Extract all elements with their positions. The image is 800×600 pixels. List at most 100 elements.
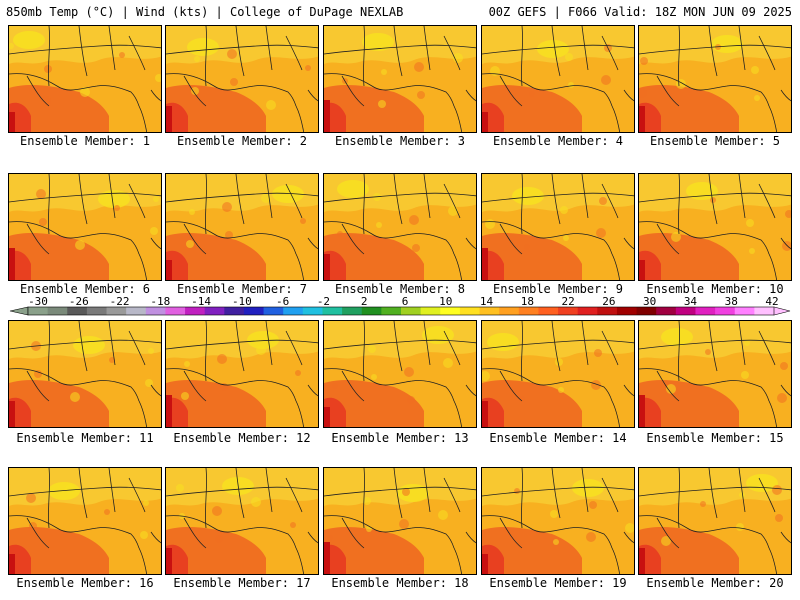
colorbar-segment <box>302 307 323 315</box>
ensemble-member-label: Ensemble Member: 7 <box>176 282 308 296</box>
colorbar-tick-label: 34 <box>684 296 698 308</box>
ensemble-map-17 <box>165 467 319 575</box>
header-valid-time: 00Z GEFS | F066 Valid: 18Z MON JUN 09 20… <box>488 5 792 19</box>
colorbar-segment <box>734 307 755 315</box>
colorbar-tick-label: 26 <box>602 296 615 308</box>
colorbar-tick-label: 2 <box>361 296 368 308</box>
ensemble-map-1 <box>8 25 162 133</box>
ensemble-map-9 <box>481 173 635 281</box>
ensemble-map-2 <box>165 25 319 133</box>
ensemble-map-20 <box>638 467 792 575</box>
ensemble-member-label: Ensemble Member: 6 <box>19 282 151 296</box>
colorbar-segment <box>636 307 657 315</box>
ensemble-member-label: Ensemble Member: 10 <box>646 282 784 296</box>
ensemble-map-6 <box>8 173 162 281</box>
ensemble-map-4 <box>481 25 635 133</box>
colorbar-segment <box>263 307 284 315</box>
colorbar-segment <box>283 307 304 315</box>
colorbar-segment <box>145 307 166 315</box>
colorbar-tick-label: -14 <box>191 296 211 308</box>
colorbar-segment <box>558 307 579 315</box>
ensemble-map-11 <box>8 320 162 428</box>
colorbar-segment <box>675 307 696 315</box>
colorbar-segment <box>322 307 343 315</box>
colorbar-tick-label: 18 <box>521 296 534 308</box>
colorbar-segment <box>28 307 49 315</box>
colorbar-segment <box>695 307 716 315</box>
colorbar-tick-label: -2 <box>317 296 330 308</box>
ensemble-member-label: Ensemble Member: 17 <box>173 576 311 590</box>
ensemble-member-label: Ensemble Member: 4 <box>492 134 624 148</box>
ensemble-member-label: Ensemble Member: 5 <box>649 134 781 148</box>
colorbar-tick-label: -18 <box>150 296 170 308</box>
colorbar-segment <box>67 307 88 315</box>
ensemble-member-label: Ensemble Member: 12 <box>173 431 311 445</box>
colorbar-segment <box>86 307 108 315</box>
colorbar-tick-label: 10 <box>439 296 452 308</box>
ensemble-map-16 <box>8 467 162 575</box>
colorbar-tick-label: 30 <box>643 296 656 308</box>
ensemble-member-label: Ensemble Member: 18 <box>331 576 469 590</box>
colorbar-segment <box>204 307 225 315</box>
colorbar-tick-label: -30 <box>28 296 48 308</box>
colorbar-segment <box>538 307 559 315</box>
colorbar-tick-label: -6 <box>276 296 289 308</box>
colorbar-segment <box>47 307 68 315</box>
ensemble-map-10 <box>638 173 792 281</box>
colorbar-segment <box>616 307 638 315</box>
ensemble-map-3 <box>323 25 477 133</box>
colorbar-segment <box>518 307 539 315</box>
ensemble-member-label: Ensemble Member: 19 <box>489 576 627 590</box>
ensemble-member-label: Ensemble Member: 15 <box>646 431 784 445</box>
ensemble-member-label: Ensemble Member: 20 <box>646 576 784 590</box>
colorbar-tick-label: 22 <box>561 296 574 308</box>
colorbar-tick-label: -22 <box>110 296 130 308</box>
colorbar-segment <box>165 307 186 315</box>
ensemble-member-label: Ensemble Member: 3 <box>334 134 466 148</box>
colorbar-segment <box>224 307 245 315</box>
ensemble-map-18 <box>323 467 477 575</box>
ensemble-map-19 <box>481 467 635 575</box>
colorbar-segment <box>499 307 520 315</box>
colorbar-segment <box>479 307 500 315</box>
colorbar-tick-label: 14 <box>480 296 494 308</box>
colorbar-segment <box>361 307 382 315</box>
colorbar-segment <box>106 307 127 315</box>
colorbar-segment <box>185 307 206 315</box>
colorbar-segment <box>440 307 461 315</box>
ensemble-member-label: Ensemble Member: 8 <box>334 282 466 296</box>
colorbar-tick-label: 6 <box>402 296 409 308</box>
ensemble-member-label: Ensemble Member: 14 <box>489 431 627 445</box>
ensemble-member-label: Ensemble Member: 9 <box>492 282 624 296</box>
ensemble-map-13 <box>323 320 477 428</box>
ensemble-map-5 <box>638 25 792 133</box>
temperature-colorbar: -30 -26 -22 -18 -14 -10 -6 -2 2 6 10 14 18 22 26 30 34 38… <box>9 296 791 316</box>
colorbar-segment <box>656 307 677 315</box>
colorbar-segment <box>459 307 481 315</box>
colorbar-segment <box>243 307 265 315</box>
ensemble-member-label: Ensemble Member: 13 <box>331 431 469 445</box>
colorbar-segment <box>401 307 422 315</box>
ensemble-member-label: Ensemble Member: 11 <box>16 431 154 445</box>
colorbar-tick-label: 38 <box>725 296 738 308</box>
header-title: 850mb Temp (°C) | Wind (kts) | College o… <box>6 5 404 19</box>
colorbar-segment <box>754 307 775 315</box>
colorbar-segment <box>420 307 441 315</box>
colorbar-segment <box>342 307 363 315</box>
colorbar-segment <box>597 307 618 315</box>
colorbar-segment <box>715 307 736 315</box>
colorbar-segment <box>381 307 402 315</box>
ensemble-map-12 <box>165 320 319 428</box>
colorbar-tick-label: -26 <box>69 296 89 308</box>
colorbar-segment <box>126 307 147 315</box>
ensemble-member-label: Ensemble Member: 1 <box>19 134 151 148</box>
ensemble-map-15 <box>638 320 792 428</box>
colorbar-tick-label: -10 <box>232 296 252 308</box>
colorbar-tick-label: 42 <box>765 296 778 308</box>
ensemble-map-7 <box>165 173 319 281</box>
ensemble-map-8 <box>323 173 477 281</box>
ensemble-map-14 <box>481 320 635 428</box>
ensemble-member-label: Ensemble Member: 16 <box>16 576 154 590</box>
colorbar-segment <box>577 307 598 315</box>
ensemble-member-label: Ensemble Member: 2 <box>176 134 308 148</box>
